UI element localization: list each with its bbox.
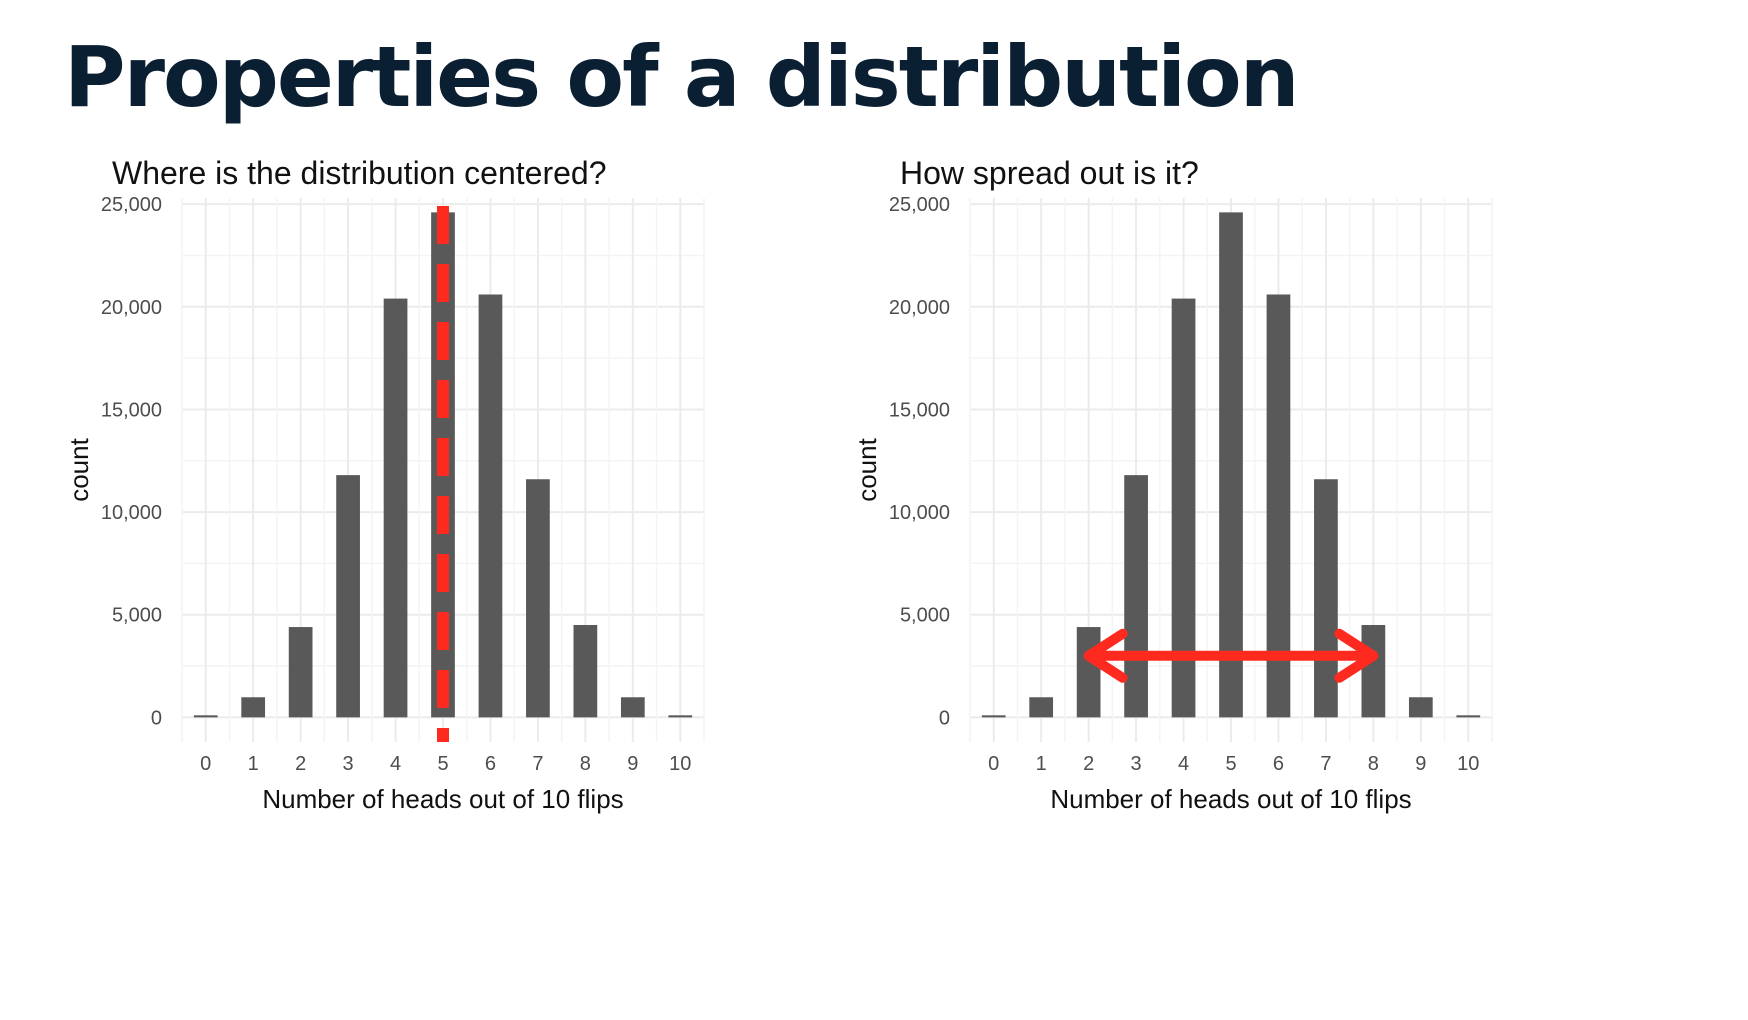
x-tick-label: 3	[343, 753, 354, 775]
x-tick-label: 8	[580, 753, 591, 775]
histogram-bar	[1171, 298, 1196, 718]
histogram-bar	[288, 627, 313, 718]
x-tick-label: 8	[1368, 753, 1379, 775]
histogram-bar	[668, 715, 693, 718]
histogram-bar	[1361, 624, 1386, 718]
chart-spread: How spread out is it? 0 5,000 10,000 15,000 2…	[848, 160, 1648, 920]
x-tick-label: 7	[1320, 753, 1331, 775]
x-tick-label: 5	[437, 753, 448, 775]
y-tick-label: 0	[939, 707, 950, 729]
x-tick-label: 7	[532, 753, 543, 775]
histogram-center-chart: Where is the distribution centered? 0 5,00…	[64, 160, 705, 814]
histogram-bar	[241, 697, 266, 718]
histogram-bar	[1029, 697, 1054, 718]
x-tick-label: 10	[1457, 753, 1479, 775]
y-tick-label: 5,000	[900, 605, 950, 627]
y-tick-label: 0	[151, 707, 162, 729]
x-axis-label: Number of heads out of 10 flips	[1050, 784, 1411, 814]
y-tick-label: 15,000	[101, 399, 162, 421]
x-tick-label: 6	[1273, 753, 1284, 775]
x-tick-label: 10	[669, 753, 691, 775]
y-tick-label: 5,000	[112, 605, 162, 627]
arrow-head-right	[1334, 628, 1379, 683]
histogram-spread-chart: How spread out is it? 0 5,000 10,000 15,000 2…	[852, 160, 1493, 814]
y-tick-label: 25,000	[889, 194, 950, 216]
histogram-bar	[1456, 715, 1481, 718]
x-tick-label: 2	[1083, 753, 1094, 775]
histogram-bar	[1408, 697, 1433, 718]
histogram-bar	[478, 294, 503, 718]
histogram-bar	[981, 715, 1006, 718]
chart-center: Where is the distribution centered? 0 5,00…	[60, 160, 860, 920]
histogram-bar	[1124, 475, 1148, 718]
histogram-bar	[573, 624, 598, 718]
x-tick-label: 4	[1178, 753, 1189, 775]
x-tick-label: 9	[627, 753, 638, 775]
slide-title: Properties of a distribution	[64, 28, 1299, 126]
chart-title: How spread out is it?	[900, 160, 1199, 191]
y-tick-label: 20,000	[889, 297, 950, 319]
y-axis-label: count	[64, 437, 94, 501]
x-tick-label: 9	[1415, 753, 1426, 775]
x-tick-label: 2	[295, 753, 306, 775]
histogram-bar	[526, 479, 550, 718]
histogram-bar	[1266, 294, 1291, 718]
x-tick-label: 0	[200, 753, 211, 775]
x-axis-label: Number of heads out of 10 flips	[262, 784, 623, 814]
x-tick-label: 4	[390, 753, 401, 775]
histogram-bar	[620, 697, 645, 718]
y-tick-label: 15,000	[889, 399, 950, 421]
histogram-bar	[193, 715, 218, 718]
x-tick-label: 1	[248, 753, 259, 775]
x-tick-label: 3	[1131, 753, 1142, 775]
x-tick-label: 5	[1225, 753, 1236, 775]
y-tick-label: 10,000	[889, 502, 950, 524]
x-tick-label: 6	[485, 753, 496, 775]
arrow-head-left	[1083, 628, 1128, 683]
histogram-bar	[336, 475, 360, 718]
spread-double-arrow	[1083, 628, 1379, 683]
y-tick-label: 20,000	[101, 297, 162, 319]
chart-title: Where is the distribution centered?	[112, 160, 606, 191]
y-tick-label: 25,000	[101, 194, 162, 216]
histogram-bar	[1314, 479, 1338, 718]
y-tick-label: 10,000	[101, 502, 162, 524]
histogram-bar	[1076, 627, 1101, 718]
x-tick-label: 0	[988, 753, 999, 775]
histogram-bar	[1219, 212, 1243, 718]
y-axis-label: count	[852, 437, 882, 501]
histogram-bar	[383, 298, 408, 718]
x-tick-label: 1	[1036, 753, 1047, 775]
